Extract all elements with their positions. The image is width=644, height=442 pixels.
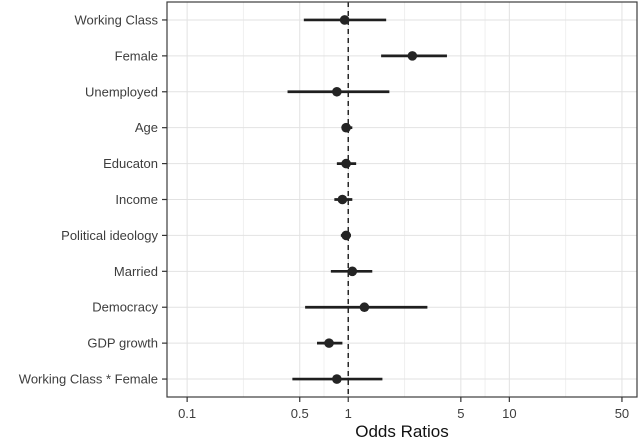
x-tick-label: 50 bbox=[615, 406, 629, 421]
x-axis-title: Odds Ratios bbox=[355, 422, 449, 441]
or-point-2 bbox=[332, 86, 342, 97]
or-point-1 bbox=[407, 51, 418, 61]
or-point-3 bbox=[341, 122, 351, 133]
or-point-8 bbox=[359, 302, 370, 313]
or-point-6 bbox=[341, 230, 351, 241]
or-point-5 bbox=[337, 194, 348, 205]
x-tick-label: 1 bbox=[345, 406, 352, 421]
or-point-9 bbox=[324, 338, 334, 348]
x-tick-label: 0.1 bbox=[178, 406, 196, 421]
category-label: Educaton bbox=[103, 156, 158, 171]
axis-ticks bbox=[162, 19, 623, 402]
category-label: GDP growth bbox=[87, 336, 158, 351]
or-point-10 bbox=[332, 374, 342, 384]
grid-major-lines bbox=[167, 2, 637, 397]
x-tick-label: 0.5 bbox=[291, 406, 309, 421]
category-label: Unemployed bbox=[85, 84, 158, 99]
category-label: Democracy bbox=[92, 300, 158, 315]
category-label: Female bbox=[115, 48, 158, 63]
category-labels: Working Class Female Unemployed Age Educaton… bbox=[19, 12, 159, 386]
category-label: Married bbox=[114, 264, 158, 279]
or-point-4 bbox=[341, 158, 351, 169]
category-label: Working Class * Female bbox=[19, 372, 158, 387]
x-tick-label: 5 bbox=[457, 406, 464, 421]
or-point-7 bbox=[347, 266, 358, 277]
estimate-points bbox=[324, 15, 418, 384]
category-label: Working Class bbox=[74, 12, 158, 27]
category-label: Income bbox=[115, 192, 158, 207]
x-tick-label: 10 bbox=[502, 406, 516, 421]
category-label: Political ideology bbox=[61, 228, 158, 243]
category-label: Age bbox=[135, 120, 158, 135]
x-tick-labels: 0.1 0.5 1 5 10 50 bbox=[178, 406, 629, 421]
or-point-0 bbox=[339, 15, 350, 25]
